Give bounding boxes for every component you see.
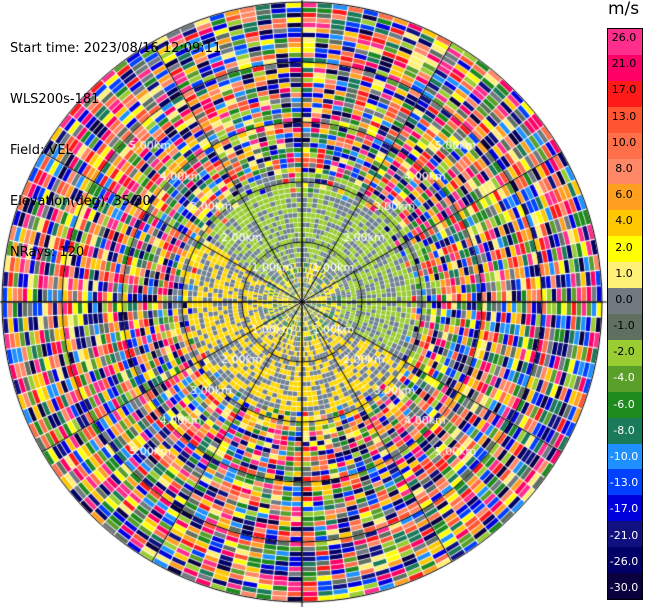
start-time-label: Start time: 2023/08/16 12:09:11 (10, 41, 222, 56)
scan-info-panel: Start time: 2023/08/16 12:09:11 WLS200s-… (10, 6, 221, 278)
colorbar-segment (608, 469, 642, 496)
colorbar-tick-label: -6.0 (613, 397, 635, 411)
colorbar-tick-label: -26.0 (609, 554, 639, 568)
colorbar-tick-label: 2.0 (615, 240, 633, 254)
colorbar-segment (608, 29, 642, 56)
colorbar-tick-label: 26.0 (611, 31, 637, 44)
colorbar-segment (608, 443, 642, 470)
colorbar-tick-label: -10.0 (609, 450, 639, 464)
colorbar-unit: m/s (608, 0, 640, 19)
nrays-label: NRays: 120 (10, 245, 85, 260)
colorbar-segment (608, 288, 642, 315)
colorbar-segment (608, 521, 642, 548)
colorbar-tick-label: 17.0 (611, 83, 637, 97)
colorbar-tick-label: 0.0 (615, 292, 633, 306)
colorbar-segment (608, 54, 642, 82)
colorbar-segment (608, 236, 642, 263)
colorbar-tick-label: 21.0 (611, 57, 637, 71)
colorbar-tick-label: -21.0 (609, 528, 639, 542)
elevation-label: Elevation(deg): 35.30 (10, 194, 151, 209)
colorbar-segment (608, 210, 642, 237)
colorbar-tick-label: -1.0 (613, 319, 635, 333)
colorbar-tick-label: 1.0 (615, 266, 633, 280)
colorbar-segment (608, 132, 642, 160)
colorbar-segment (608, 573, 642, 600)
colorbar-tick-label: 13.0 (611, 109, 637, 123)
colorbar-segment (608, 262, 642, 289)
colorbar-tick-label: 8.0 (615, 161, 633, 175)
colorbar-tick-label: -8.0 (613, 423, 635, 437)
colorbar-segment (608, 365, 642, 393)
colorbar-tick-label: 10.0 (611, 135, 637, 149)
colorbar-tick-label: 6.0 (615, 188, 633, 202)
colorbar-segment (608, 495, 642, 522)
colorbar-tick-label: -2.0 (613, 345, 635, 359)
colorbar-segment (608, 391, 642, 419)
velocity-colorbar (607, 28, 643, 600)
colorbar-segment (608, 80, 642, 108)
colorbar-segment (608, 417, 642, 445)
colorbar-tick-label: -13.0 (609, 476, 639, 490)
colorbar-tick-label: 4.0 (615, 214, 633, 228)
colorbar-tick-label: -17.0 (609, 502, 639, 516)
colorbar-segment (608, 184, 642, 211)
colorbar-segment (608, 106, 642, 134)
colorbar-segment (608, 158, 642, 185)
colorbar-segment (608, 339, 642, 367)
colorbar-tick-label: -30.0 (609, 581, 639, 594)
station-label: WLS200s-181 (10, 92, 100, 107)
colorbar-segment (608, 547, 642, 574)
colorbar-segment (608, 314, 642, 341)
field-label: Field: VEL (10, 143, 73, 158)
colorbar-tick-label: -4.0 (613, 371, 635, 385)
